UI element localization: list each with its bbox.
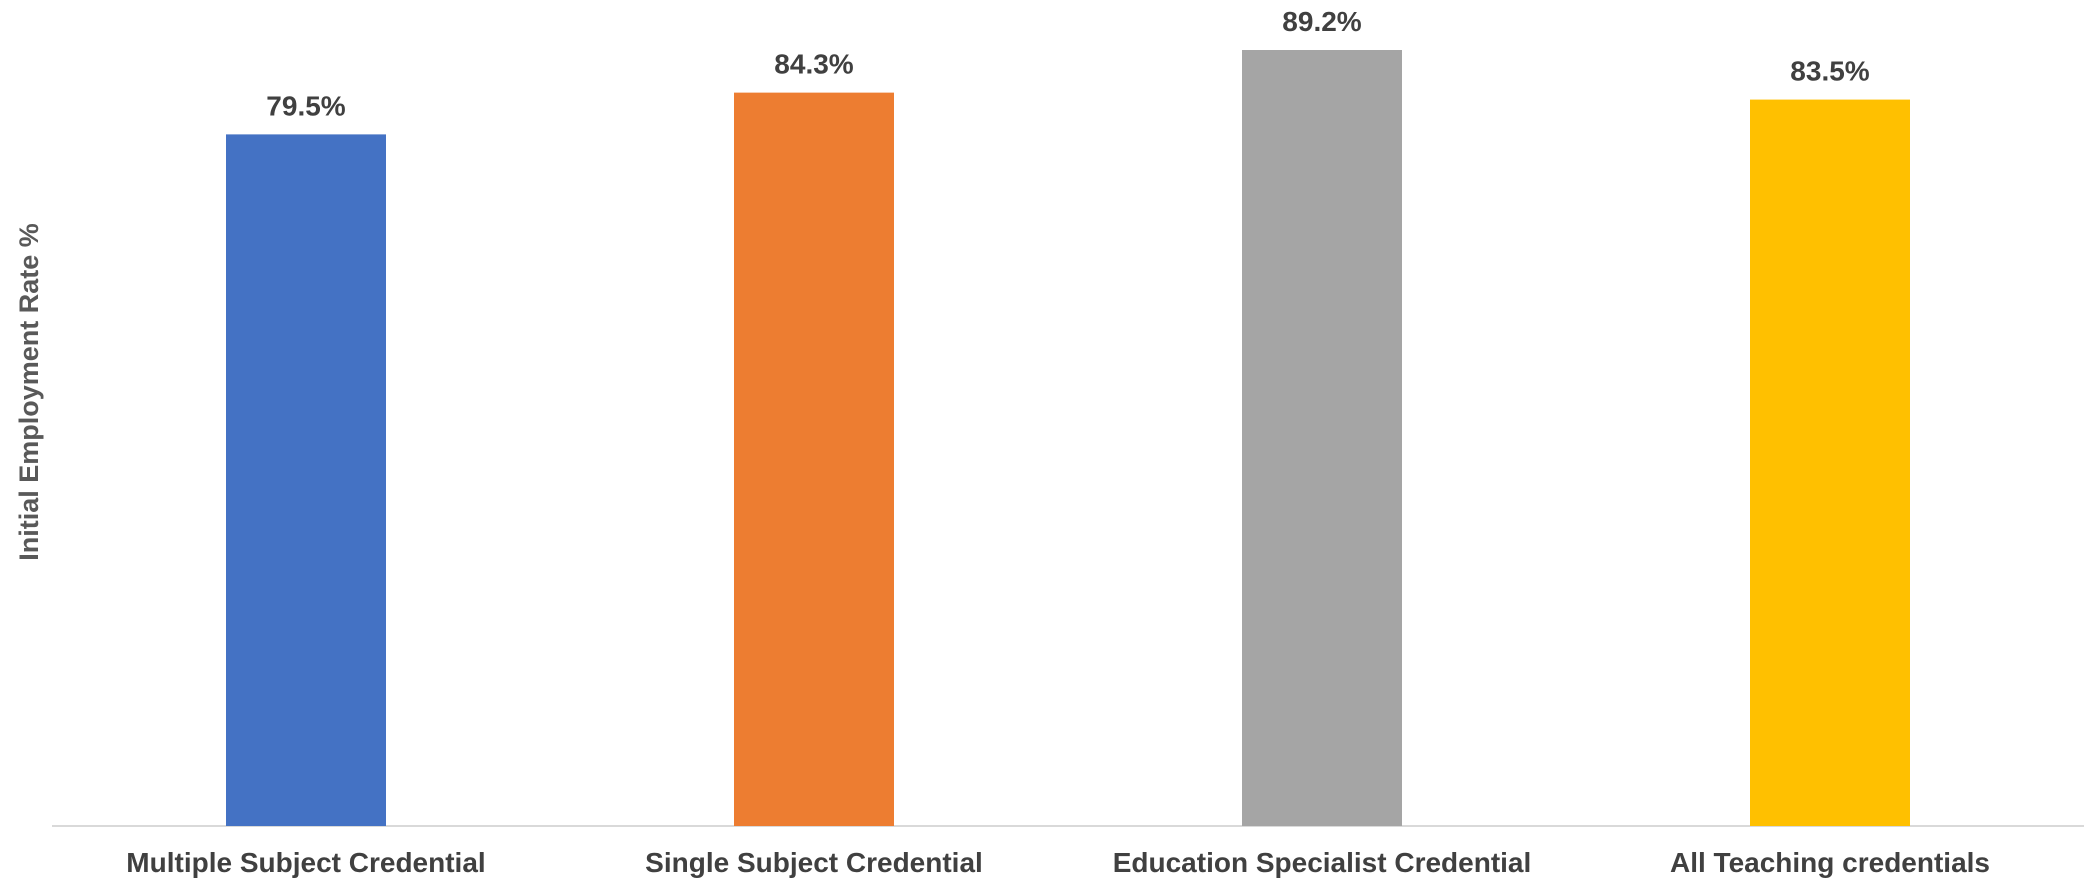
bar bbox=[734, 92, 894, 826]
y-axis-title: Initial Employment Rate % bbox=[14, 223, 44, 561]
data-label: 89.2% bbox=[1282, 6, 1361, 37]
category-label: All Teaching credentials bbox=[1670, 847, 1990, 878]
category-label: Multiple Subject Credential bbox=[126, 847, 485, 878]
bar bbox=[1750, 99, 1910, 826]
data-label: 83.5% bbox=[1790, 56, 1869, 87]
bar bbox=[1242, 50, 1402, 826]
bar bbox=[226, 134, 386, 827]
data-label: 79.5% bbox=[266, 90, 345, 121]
data-label: 84.3% bbox=[774, 49, 853, 80]
category-label: Education Specialist Credential bbox=[1113, 847, 1532, 878]
bar-series: 79.5% Multiple Subject Credential 84.3% Sin… bbox=[126, 6, 1990, 878]
category-label: Single Subject Credential bbox=[645, 847, 983, 878]
